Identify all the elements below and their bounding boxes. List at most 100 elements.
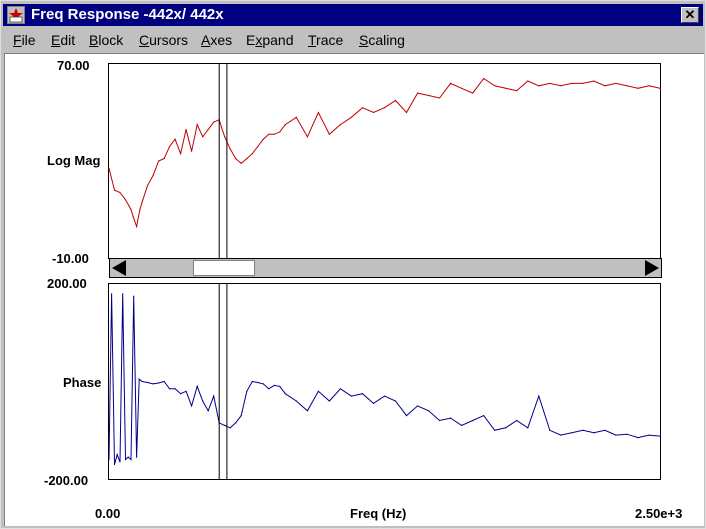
phase-data-point bbox=[130, 458, 132, 461]
phase-data-point bbox=[158, 382, 160, 384]
magnitude-data-point bbox=[494, 85, 496, 87]
magnitude-data-point bbox=[428, 94, 430, 97]
magnitude-data-point bbox=[224, 136, 226, 138]
phase-data-point bbox=[127, 456, 129, 458]
menu-edit[interactable]: Edit bbox=[51, 32, 75, 48]
magnitude-data-point bbox=[516, 90, 518, 92]
magnitude-data-point bbox=[361, 107, 364, 109]
phase-data-point bbox=[295, 400, 297, 402]
top-ymin-label: -10.00 bbox=[52, 251, 89, 266]
magnitude-data-point bbox=[582, 82, 584, 84]
phase-data-point bbox=[251, 380, 253, 383]
menu-axes[interactable]: Axes bbox=[201, 32, 232, 48]
phase-data-point bbox=[262, 383, 264, 385]
magnitude-data-point bbox=[158, 160, 160, 162]
phase-data-point bbox=[582, 429, 584, 431]
magnitude-data-point bbox=[405, 111, 408, 114]
app-icon[interactable] bbox=[7, 6, 25, 24]
magnitude-data-point bbox=[328, 133, 330, 135]
phase-data-point bbox=[119, 461, 121, 463]
phase-data-point bbox=[560, 434, 562, 436]
magnitude-data-point bbox=[527, 80, 529, 82]
magnitude-data-point bbox=[235, 158, 237, 160]
magnitude-data-point bbox=[268, 133, 270, 135]
scroll-thumb[interactable] bbox=[192, 260, 255, 276]
magnitude-data-point bbox=[394, 99, 397, 101]
magnitude-data-point bbox=[306, 136, 308, 138]
phase-data-point bbox=[196, 385, 198, 387]
phase-data-point bbox=[163, 380, 165, 383]
menu-block[interactable]: Block bbox=[89, 32, 123, 48]
magnitude-data-point bbox=[220, 126, 222, 128]
scroll-right-arrow-icon[interactable] bbox=[645, 260, 659, 276]
phase-data-point bbox=[229, 427, 231, 429]
magnitude-data-point bbox=[113, 189, 116, 191]
menu-scaling-mnemonic: S bbox=[359, 32, 369, 48]
phase-data-point bbox=[213, 395, 215, 397]
bottom-ymax-label: 200.00 bbox=[47, 276, 87, 291]
magnitude-data-point bbox=[604, 85, 606, 87]
magnitude-chart-svg bbox=[108, 64, 661, 258]
phase-data-point bbox=[659, 435, 661, 437]
magnitude-data-point bbox=[439, 97, 441, 99]
magnitude-data-point bbox=[136, 225, 138, 228]
magnitude-data-point bbox=[626, 85, 628, 87]
phase-data-point bbox=[648, 434, 650, 436]
menu-block-mnemonic: B bbox=[89, 32, 99, 48]
magnitude-data-point bbox=[273, 133, 275, 135]
menu-trace[interactable]: Trace bbox=[308, 32, 343, 48]
phase-data-point bbox=[372, 402, 375, 404]
scroll-left-arrow-icon[interactable] bbox=[112, 260, 126, 276]
menu-cursors[interactable]: Cursors bbox=[139, 32, 188, 48]
phase-data-point bbox=[604, 429, 606, 431]
phase-data-point bbox=[124, 458, 127, 461]
phase-data-point bbox=[361, 393, 364, 395]
phase-data-point bbox=[240, 415, 242, 417]
phase-data-point bbox=[133, 295, 135, 297]
magnitude-data-point bbox=[229, 148, 231, 150]
phase-data-point bbox=[405, 415, 408, 417]
phase-data-point bbox=[257, 381, 259, 384]
magnitude-data-point bbox=[141, 201, 143, 203]
magnitude-data-point bbox=[240, 162, 242, 164]
magnitude-data-point bbox=[132, 216, 134, 218]
phase-data-point bbox=[450, 417, 452, 419]
x-scrollbar[interactable] bbox=[109, 258, 662, 278]
magnitude-data-point bbox=[417, 92, 419, 94]
phase-data-point bbox=[527, 427, 529, 429]
magnitude-data-point bbox=[180, 153, 182, 155]
phase-data-point bbox=[268, 388, 270, 390]
magnitude-series-line bbox=[108, 77, 661, 229]
menu-edit-mnemonic: E bbox=[51, 32, 61, 48]
magnitude-data-point bbox=[295, 116, 297, 118]
magnitude-plot[interactable] bbox=[108, 63, 661, 259]
magnitude-data-point bbox=[483, 77, 485, 80]
close-button[interactable]: ✕ bbox=[681, 7, 699, 23]
menu-cursors-label: ursors bbox=[149, 32, 189, 48]
phase-data-point bbox=[147, 381, 149, 384]
menu-file[interactable]: File bbox=[13, 32, 36, 48]
phase-chart-svg bbox=[108, 284, 661, 479]
window-title: Freq Response -442x/ 442x bbox=[31, 6, 224, 23]
phase-data-point bbox=[191, 405, 193, 407]
menu-expand[interactable]: Expand bbox=[246, 32, 294, 48]
phase-plot[interactable] bbox=[108, 283, 661, 480]
phase-data-point bbox=[328, 400, 330, 402]
magnitude-data-point bbox=[648, 85, 650, 87]
phase-data-point bbox=[549, 429, 551, 431]
bottom-ylabel: Phase bbox=[63, 375, 102, 390]
menu-scaling[interactable]: Scaling bbox=[359, 32, 405, 48]
magnitude-data-point bbox=[350, 116, 352, 118]
phase-data-point bbox=[185, 390, 187, 392]
magnitude-data-point bbox=[659, 87, 661, 89]
magnitude-data-point bbox=[637, 87, 639, 89]
phase-data-point bbox=[207, 410, 209, 412]
menu-file-label: ile bbox=[21, 32, 36, 48]
menu-block-label: lock bbox=[98, 32, 124, 48]
menu-trace-mnemonic: T bbox=[308, 32, 317, 48]
magnitude-data-point bbox=[284, 124, 286, 126]
title-bar[interactable]: Freq Response -442x/ 442x ✕ bbox=[3, 4, 703, 26]
magnitude-data-point bbox=[560, 85, 562, 87]
magnitude-data-point bbox=[169, 145, 171, 148]
magnitude-data-point bbox=[339, 124, 341, 126]
